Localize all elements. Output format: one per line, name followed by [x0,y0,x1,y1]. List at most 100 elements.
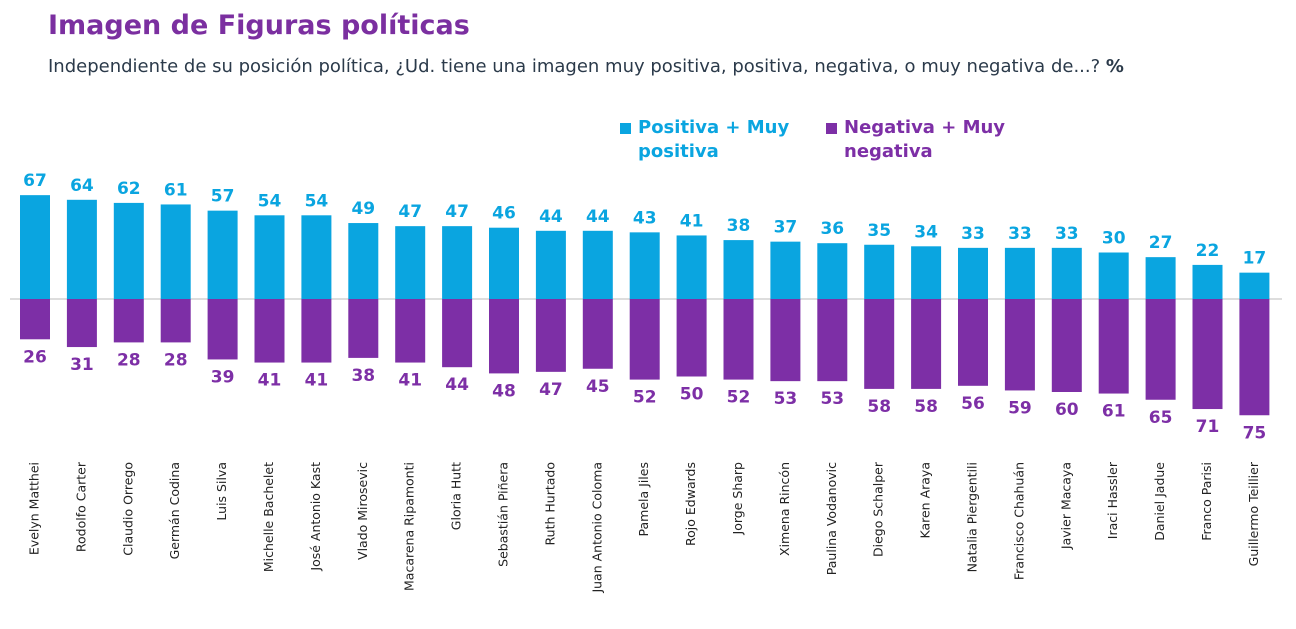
bar-positive [676,235,707,299]
value-label: 71 [1196,417,1220,437]
bar-negative [160,299,191,343]
bar-negative [911,299,942,389]
bar-negative [207,299,238,360]
x-tick-label: Vlado Mirosevic [355,462,370,560]
x-tick-label: Guillermo Teillier [1246,461,1261,566]
value-label: 46 [492,204,516,224]
value-label: 41 [398,371,422,391]
bar-negative [817,299,848,382]
bar-negative [864,299,895,389]
bar-positive [160,204,191,299]
value-label: 52 [633,388,657,408]
value-label: 57 [211,187,235,207]
bar-negative [348,299,379,358]
value-label: 64 [70,176,94,196]
value-label: 58 [867,397,891,417]
bar-negative [1098,299,1129,394]
value-label: 61 [164,180,188,200]
bar-positive [348,223,379,299]
bar-negative [629,299,660,380]
x-tick-label: Ximena Rincón [777,462,792,556]
bar-negative [1239,299,1270,416]
x-tick-label: Javier Macaya [1058,462,1073,550]
value-label: 17 [1243,249,1267,269]
bar-positive [1145,257,1176,299]
bar-positive [254,215,285,299]
value-label: 50 [680,385,704,405]
bar-positive [770,241,801,299]
bar-negative [395,299,426,363]
value-label: 47 [398,202,422,222]
x-tick-label: Jorge Sharp [730,462,745,536]
x-tick-label: Iraci Hassler [1105,461,1120,539]
x-tick-label: José Antonio Kast [308,462,323,572]
unit: % [1105,56,1124,77]
value-label: 38 [727,216,751,236]
legend-label: Positiva + Muy positiva [638,117,790,162]
bar-negative [535,299,566,372]
x-tick-label: Natalia Piergentili [965,462,980,572]
value-label: 36 [820,219,844,239]
legend-item: Positiva + Muy positiva [620,116,798,164]
x-tick-label: Macarena Ripamonti [402,462,417,591]
bar-negative [489,299,519,374]
value-label: 75 [1243,423,1267,443]
value-label: 67 [23,171,47,191]
x-tick-label: Diego Schalper [871,461,886,557]
bar-positive [395,226,426,299]
bar-positive [864,244,895,299]
bar-negative [254,299,285,363]
value-label: 61 [1102,402,1126,422]
bar-positive [817,243,848,299]
bar-positive [20,195,50,299]
value-label: 60 [1055,400,1079,420]
bar-negative [958,299,988,386]
bar-negative [1004,299,1035,391]
bar-negative [723,299,754,380]
value-label: 49 [351,199,375,219]
bar-positive [535,230,566,299]
chart-subtitle: Independiente de su posición política, ¿… [48,56,1124,77]
value-label: 56 [961,394,985,414]
bar-negative [1145,299,1176,400]
value-label: 54 [305,191,329,211]
bar-positive [301,215,332,299]
x-tick-label: Francisco Chahuán [1011,462,1026,580]
x-tick-label: Gloria Hutt [449,462,464,530]
value-label: 30 [1102,229,1126,249]
subtitle-text: Independiente de su posición política, ¿… [48,56,1101,77]
value-label: 37 [774,218,798,238]
x-tick-label: Claudio Orrego [120,462,135,556]
chart-title: Imagen de Figuras políticas [48,10,470,41]
value-label: 39 [211,367,235,387]
value-label: 28 [164,350,188,370]
x-tick-label: Karen Araya [918,462,933,539]
bar-positive [723,240,754,299]
bar-negative [442,299,473,368]
value-label: 22 [1196,241,1220,261]
value-label: 53 [820,389,844,409]
value-label: 44 [445,375,469,395]
x-tick-label: Germán Codina [167,462,182,559]
value-label: 34 [914,222,938,242]
bar-positive [113,202,144,299]
x-tick-label: Evelyn Matthei [27,462,42,555]
value-label: 58 [914,397,938,417]
value-label: 52 [727,388,751,408]
x-tick-label: Daniel Jadue [1152,462,1167,541]
bar-positive [1051,247,1082,299]
value-label: 33 [1055,224,1079,244]
x-tick-label: Paulina Vodanovic [824,462,839,575]
value-label: 27 [1149,233,1173,253]
x-tick-label: Rojo Edwards [683,462,698,546]
bar-positive [911,246,942,299]
value-label: 44 [539,207,563,227]
x-tick-label: Juan Antonio Coloma [589,462,604,594]
value-label: 47 [445,202,469,222]
legend-item: Negativa + Muy negativa [826,116,1014,164]
value-label: 33 [1008,224,1032,244]
value-label: 33 [961,224,985,244]
bar-positive [1098,252,1129,299]
value-label: 41 [305,371,329,391]
